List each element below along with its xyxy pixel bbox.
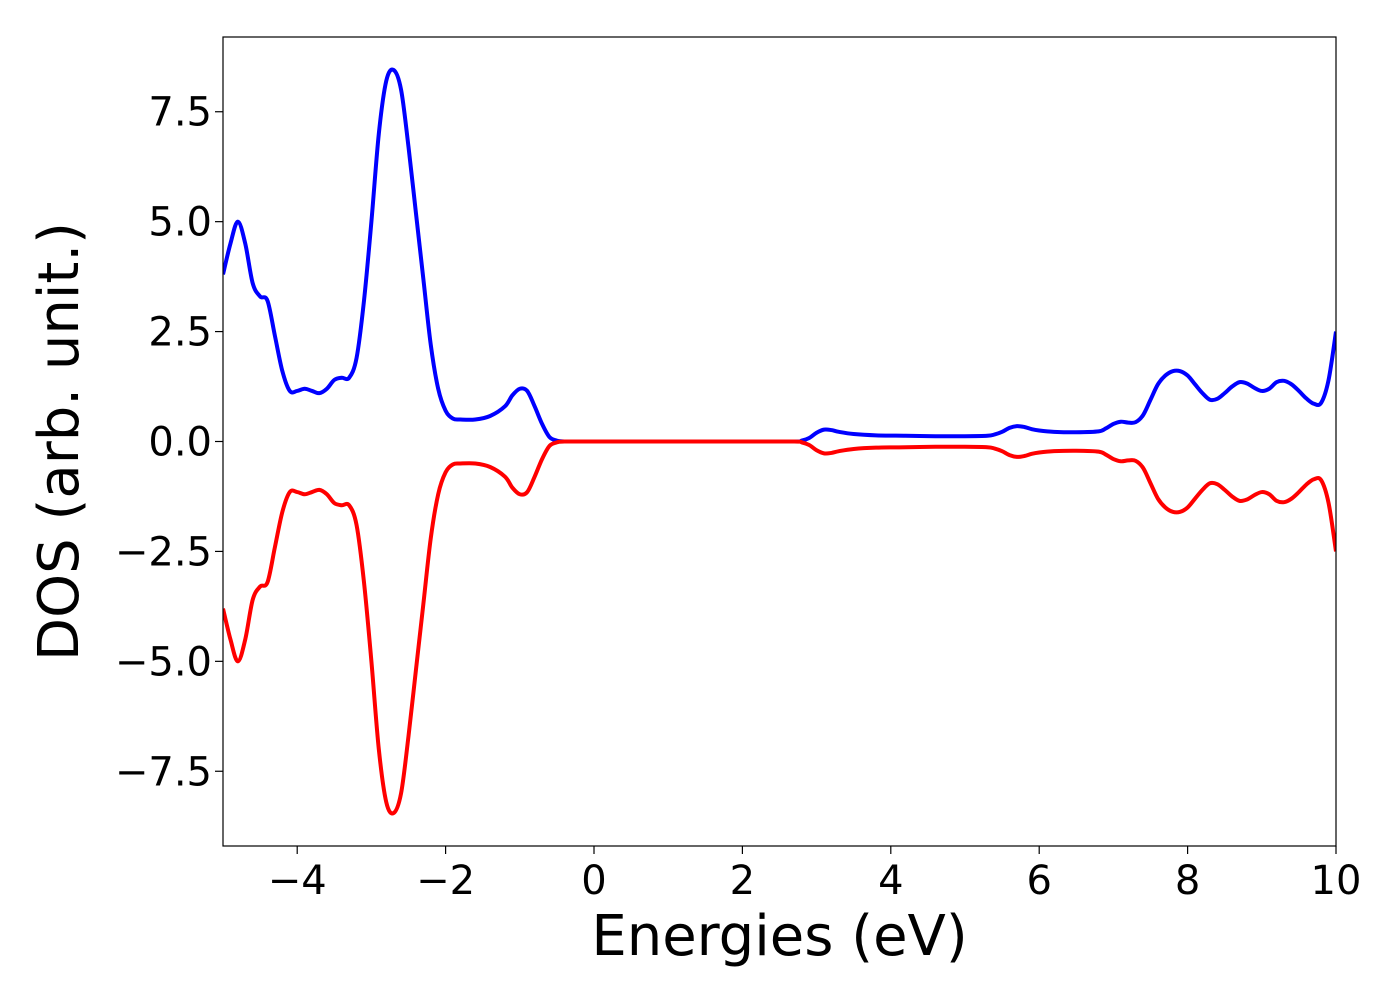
y-tick-label: 5.0 xyxy=(148,200,212,246)
y-tick-label: 7.5 xyxy=(148,90,212,136)
y-tick-label: −2.5 xyxy=(115,529,212,575)
x-tick-label: 6 xyxy=(1026,858,1051,904)
y-axis-label: DOS (arb. unit.) xyxy=(27,222,92,661)
series-layer xyxy=(223,67,1336,816)
y-axis-ticks: −7.5 −5.0 −2.5 0.0 2.5 5.0 7.5 xyxy=(115,90,223,795)
y-tick-label: 2.5 xyxy=(148,310,212,356)
x-axis-label: Energies (eV) xyxy=(591,904,967,969)
y-tick-label: −5.0 xyxy=(115,639,212,685)
x-tick-label: 0 xyxy=(581,858,606,904)
series-line-2 xyxy=(223,439,1336,816)
x-tick-label: 4 xyxy=(878,858,903,904)
series-line-1 xyxy=(223,67,1336,444)
y-tick-label: −7.5 xyxy=(115,749,212,795)
x-tick-label: −4 xyxy=(268,858,327,904)
x-tick-label: 10 xyxy=(1311,858,1362,904)
x-tick-label: 2 xyxy=(730,858,755,904)
y-tick-label: 0.0 xyxy=(148,420,212,466)
x-tick-label: −2 xyxy=(416,858,475,904)
x-tick-label: 8 xyxy=(1175,858,1200,904)
x-axis-ticks: −4 −2 0 2 4 6 8 10 xyxy=(268,846,1362,904)
